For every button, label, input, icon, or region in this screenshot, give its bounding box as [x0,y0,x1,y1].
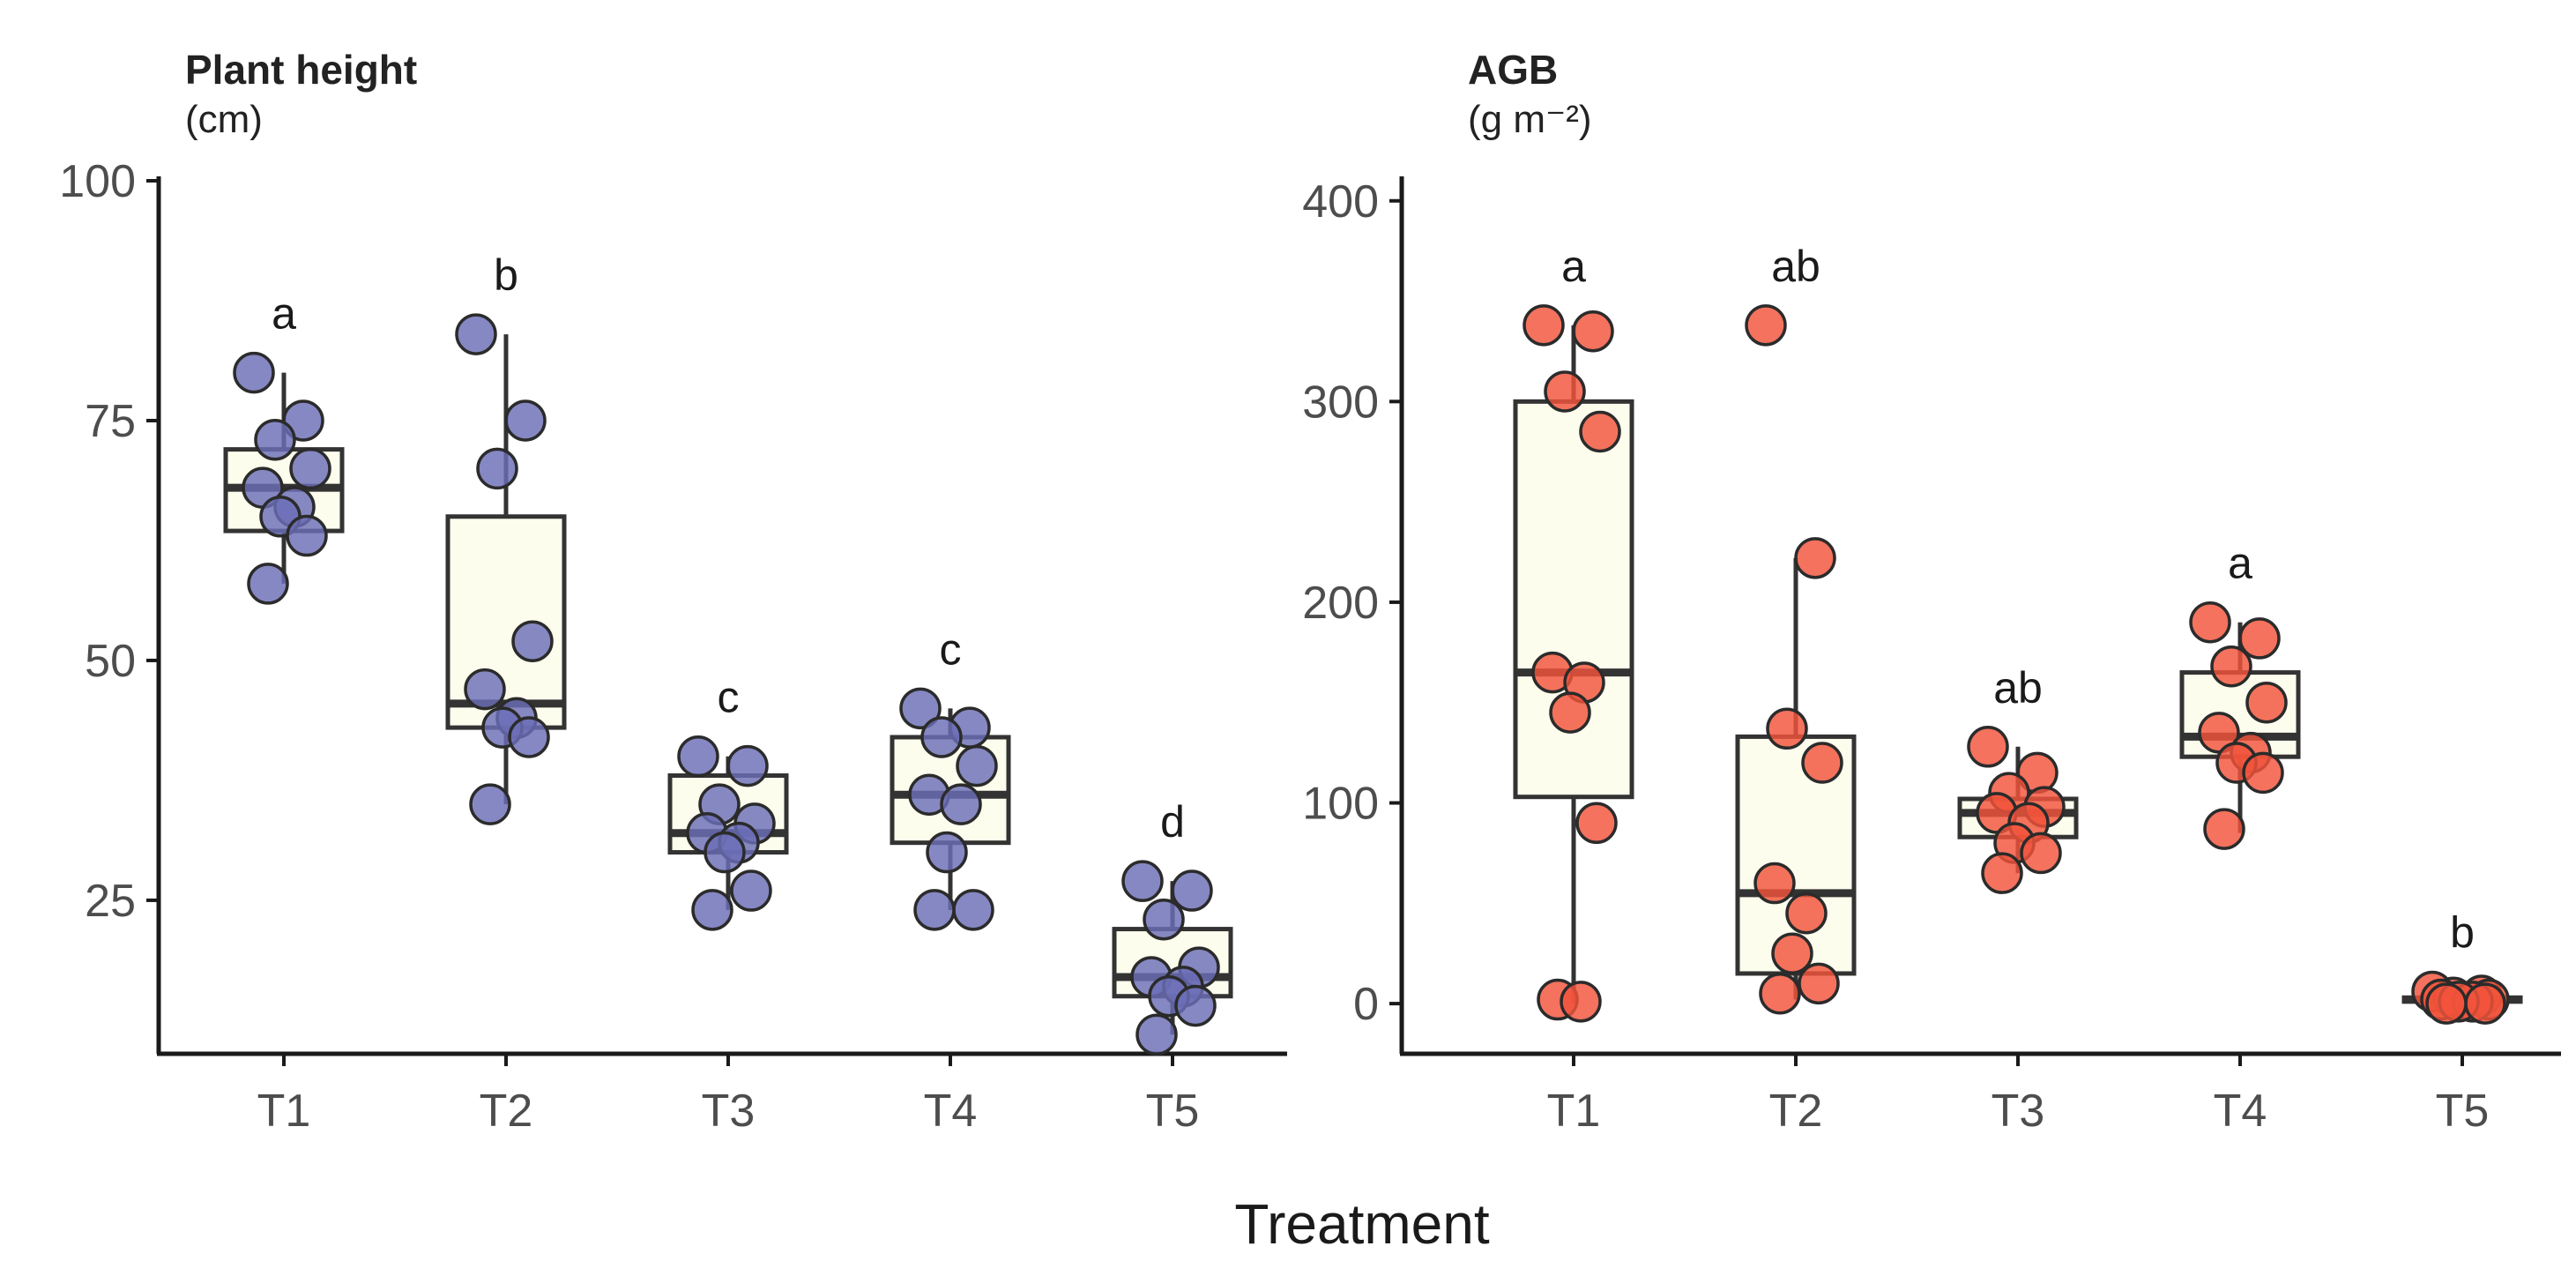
x-tick-label: T5 [2436,1086,2490,1137]
data-point [1967,726,2009,768]
data-point [1575,802,1618,845]
x-tick-label: T1 [1547,1086,1601,1137]
data-point [1753,862,1796,905]
data-point [233,351,275,394]
y-tick-label: 0 [1353,979,1379,1030]
x-tick-label: T2 [480,1086,533,1137]
data-point [1174,984,1217,1027]
x-tick-label: T3 [702,1086,756,1137]
x-tick-label: T2 [1769,1086,1823,1137]
data-point [1135,1013,1178,1056]
data-point [1771,932,1813,974]
data-point [940,783,982,825]
data-point [1171,869,1213,912]
data-point [2464,982,2506,1025]
data-point [254,418,296,461]
panel-title: Plant height [185,47,417,93]
data-point [2189,601,2231,644]
data-point [2203,808,2245,850]
data-point [455,313,497,355]
data-point [508,716,550,758]
y-tick-label: 75 [85,396,136,447]
iqr-box [1513,399,1634,800]
data-point [286,514,328,557]
data-point [476,447,518,490]
data-point [1798,962,1840,1005]
y-tick-label: 100 [1302,779,1379,830]
significance-letter: b [2450,907,2475,957]
data-point [1981,852,2023,894]
x-tick-label: T1 [257,1086,311,1137]
significance-letter: ab [1771,242,1820,291]
data-point [899,687,942,730]
data-point [920,716,963,758]
plant-height-panel: Plant height (cm) 25 50 75 100 T1 T2 T3 T4 T5 a b c c d [59,47,1287,1137]
data-point [1143,898,1185,941]
data-point [730,869,772,912]
data-point [913,889,956,931]
data-point [1544,370,1586,413]
data-point [952,889,994,931]
data-point [2425,982,2468,1025]
data-point [926,831,968,874]
data-point [2020,832,2062,875]
significance-letter: b [494,250,518,300]
y-axis-unit: (cm) [185,98,263,141]
data-point [1121,860,1164,902]
x-tick-label: T4 [2214,1086,2267,1137]
data-point [1794,537,1836,579]
data-point [289,447,331,490]
data-point [469,783,511,825]
significance-letter: ab [1993,663,2043,713]
data-point [677,735,719,778]
data-point [511,620,554,662]
y-axis-unit: (g m⁻²) [1468,98,1592,141]
data-point [2238,617,2281,660]
data-point [1801,742,1843,784]
data-point [1766,707,1808,750]
x-tick-label: T5 [1146,1086,1200,1137]
significance-letter: c [718,673,740,722]
significance-letter: d [1160,797,1185,847]
x-axis-title: Treatment [1234,1192,1490,1256]
data-point [2210,645,2252,688]
y-tick-label: 200 [1302,578,1379,629]
data-point [1759,972,1801,1015]
data-point [726,744,769,787]
data-point [956,744,998,787]
data-point [1579,410,1621,453]
significance-letter: a [272,289,296,339]
data-point [247,563,289,605]
data-point [2242,751,2284,795]
y-tick-label: 400 [1302,176,1379,228]
y-tick-label: 50 [85,636,136,687]
data-point [704,831,746,874]
data-point [1523,304,1565,347]
data-point [1572,310,1614,353]
x-tick-label: T4 [924,1086,978,1137]
data-point [1785,892,1828,935]
data-point [1745,304,1787,347]
panel-title: AGB [1468,47,1558,93]
significance-letter: a [1561,242,1586,291]
data-point [504,399,547,442]
data-point [464,668,506,711]
data-point [1549,691,1591,734]
data-point [691,889,733,931]
y-tick-label: 100 [59,156,136,207]
data-point [1560,981,1602,1023]
data-point [2245,681,2288,724]
y-tick-label: 25 [85,876,136,927]
significance-letter: c [940,624,962,674]
y-tick-label: 300 [1302,377,1379,428]
significance-letter: a [2228,539,2252,588]
x-tick-label: T3 [1992,1086,2045,1137]
